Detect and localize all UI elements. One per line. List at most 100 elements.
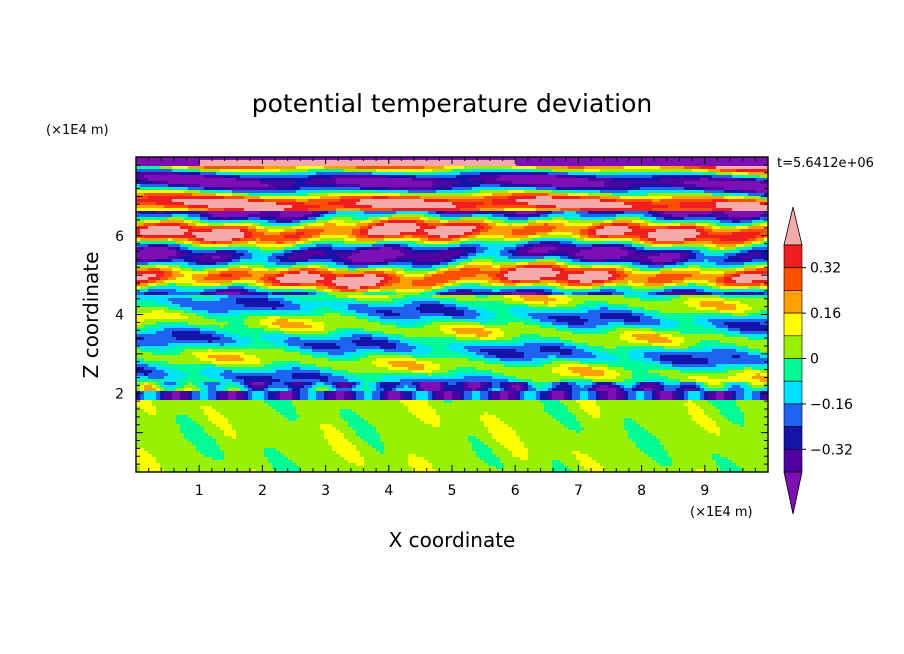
contour-cell [760,229,765,233]
contour-cell [572,175,577,179]
contour-cell [664,205,669,209]
contour-cell [336,199,341,203]
contour-cell [440,160,445,164]
contour-cell [696,229,701,233]
contour-cell [556,193,561,197]
contour-cell [728,214,733,218]
contour-cell [168,193,173,197]
contour-cell [740,157,745,161]
contour-cell [224,247,229,251]
contour-cell [464,202,469,206]
contour-cell [288,208,293,212]
contour-cell [468,181,473,185]
contour-cell [748,157,753,161]
contour-cell [340,187,345,191]
contour-cell [504,178,509,182]
contour-cell [248,238,253,242]
contour-cell [344,211,349,215]
contour-cell [232,175,237,179]
contour-cell [756,199,761,203]
contour-cell [668,181,673,185]
contour-cell [192,196,197,200]
contour-cell [364,235,369,239]
contour-cell [396,172,401,176]
contour-cell [456,157,461,161]
contour-cell [680,223,685,227]
contour-cell [572,190,577,194]
contour-cell [496,211,501,215]
contour-cell [356,238,361,242]
contour-cell [392,214,397,218]
contour-cell [584,190,589,194]
contour-cell [460,223,465,227]
contour-cell [420,247,425,251]
contour-cell [172,244,177,248]
contour-cell [744,196,749,200]
contour-cell [252,205,257,209]
contour-cell [332,241,337,245]
contour-cell [752,235,757,239]
contour-cell [392,163,397,167]
contour-cell [452,184,457,188]
contour-cell [648,181,653,185]
contour-cell [460,160,465,164]
contour-cell [720,172,725,176]
contour-cell [636,244,641,248]
contour-cell [264,175,269,179]
contour-cell [400,247,405,251]
contour-cell [268,187,273,191]
contour-cell [612,157,617,161]
contour-cell [716,187,721,191]
contour-cell [440,172,445,176]
contour-cell [440,229,445,233]
contour-cell [588,226,593,230]
contour-cell [656,172,661,176]
contour-cell [160,250,165,254]
contour-cell [300,211,305,215]
contour-cell [360,196,365,200]
contour-cell [248,202,253,206]
contour-cell [336,205,341,209]
contour-cell [736,190,741,194]
contour-cell [580,193,585,197]
contour-cell [632,196,637,200]
contour-cell [468,193,473,197]
contour-cell [576,211,581,215]
contour-cell [716,229,721,233]
contour-cell [276,241,281,245]
contour-cell [724,163,729,167]
contour-cell [720,211,725,215]
contour-cell [464,214,469,218]
contour-cell [724,211,729,215]
contour-cell [224,232,229,236]
contour-cell [732,229,737,233]
contour-cell [140,178,145,182]
contour-cell [148,199,153,203]
contour-cell [356,175,361,179]
contour-cell [140,181,145,185]
contour-cell [760,172,765,176]
contour-cell [528,223,533,227]
contour-cell [256,175,261,179]
contour-cell [252,196,257,200]
contour-cell [524,202,529,206]
contour-cell [336,184,341,188]
contour-cell [196,214,201,218]
contour-cell [364,238,369,242]
contour-cell [160,175,165,179]
contour-cell [344,175,349,179]
contour-cell [576,190,581,194]
contour-cell [440,241,445,245]
contour-cell [156,190,161,194]
contour-cell [300,220,305,224]
contour-cell [376,205,381,209]
contour-cell [664,157,669,161]
contour-cell [140,238,145,242]
contour-cell [480,238,485,242]
contour-cell [564,223,569,227]
contour-cell [340,190,345,194]
contour-cell [312,184,317,188]
contour-cell [236,157,241,161]
contour-cell [284,199,289,203]
contour-cell [264,235,269,239]
